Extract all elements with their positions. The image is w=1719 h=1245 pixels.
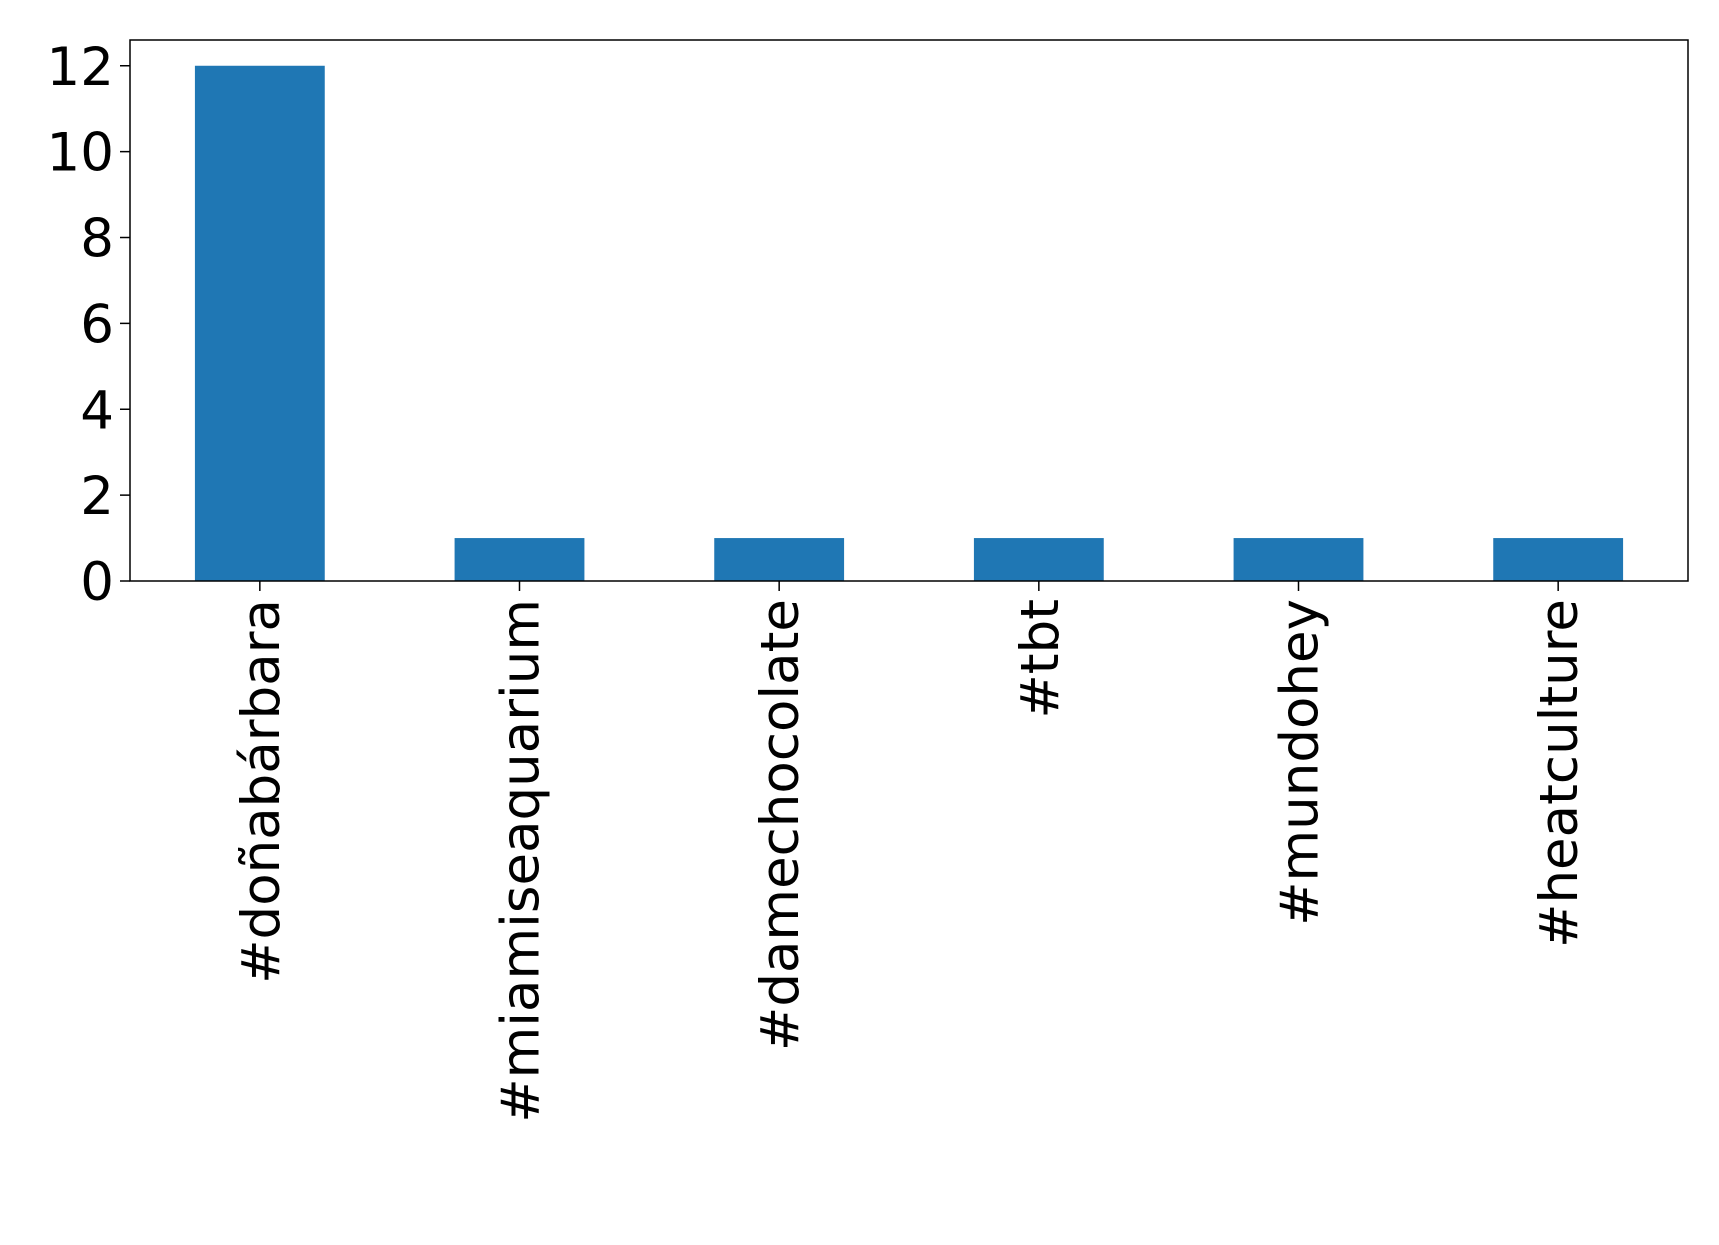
x-tick-label: #tbt	[1010, 599, 1071, 719]
bar	[714, 538, 845, 581]
y-tick-label: 2	[80, 466, 114, 527]
bar	[454, 538, 585, 581]
y-tick-label: 4	[80, 380, 114, 441]
y-tick-label: 6	[80, 294, 114, 355]
plot-frame	[129, 39, 1689, 582]
bar	[1493, 538, 1624, 581]
y-tick-label: 10	[47, 123, 114, 184]
y-tick-label: 12	[47, 37, 114, 98]
x-tick-label: #doñabárbara	[231, 599, 292, 984]
bar	[194, 65, 325, 581]
x-tick-label: #mundohey	[1270, 599, 1331, 926]
x-tick-label: #miamiseaquarium	[491, 599, 552, 1123]
bar	[1233, 538, 1364, 581]
bar	[973, 538, 1104, 581]
y-tick-label: 8	[80, 209, 114, 270]
x-tick-label: #heatculture	[1529, 599, 1590, 948]
y-tick-label: 0	[80, 552, 114, 613]
x-tick-label: #damechocolate	[750, 599, 811, 1051]
